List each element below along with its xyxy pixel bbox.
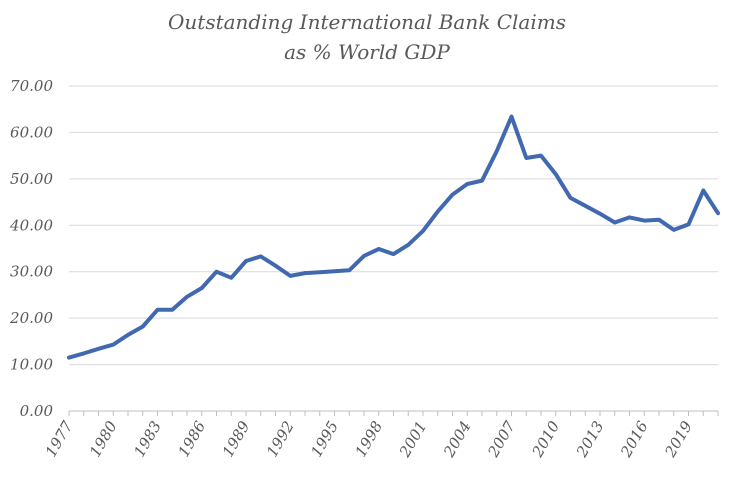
x-tick-label: 2001 [395,418,430,461]
data-point [244,259,248,263]
series-line-0 [67,114,720,360]
data-point [67,356,71,360]
data-point [377,247,381,251]
x-tick-label: 2019 [661,418,696,461]
data-point [539,154,543,158]
y-tick-label: 50.00 [10,170,53,188]
x-tick-label: 1995 [307,418,342,460]
data-point [716,211,720,215]
data-point [215,270,219,274]
data-point [318,270,322,274]
y-tick-label: 10.00 [10,356,53,374]
x-tick-label: 2004 [440,418,475,461]
data-point [687,222,691,226]
data-point [126,333,130,337]
data-point [259,254,263,258]
data-point [111,343,115,347]
data-point [628,215,632,219]
data-point [613,221,617,225]
x-tick-label: 1998 [352,418,387,460]
data-point [303,271,307,275]
data-point [141,325,145,329]
data-point [569,196,573,200]
data-point [274,264,278,268]
data-point [598,212,602,216]
data-point [97,347,101,351]
data-point [436,209,440,213]
data-point [347,268,351,272]
data-point [554,172,558,176]
x-tick-label: 1977 [42,418,77,460]
data-point [657,218,661,222]
y-tick-label: 60.00 [10,123,53,141]
data-point [451,193,455,197]
data-point [200,286,204,290]
chart-title-line-2: as % World GDP [284,40,450,64]
x-tick-label: 1992 [263,418,298,460]
x-tick-label: 2013 [572,418,607,461]
data-point [170,308,174,312]
data-point [495,149,499,153]
x-tick-label: 2007 [484,418,519,461]
x-tick-label: 1983 [130,418,165,460]
data-point [701,188,705,192]
x-tick-label: 1980 [86,418,121,460]
data-point [406,243,410,247]
data-point [392,252,396,256]
data-point [362,254,366,258]
y-tick-label: 70.00 [10,77,53,95]
data-point [480,179,484,183]
x-tick-label: 2016 [617,418,652,461]
data-point [421,229,425,233]
y-tick-label: 0.00 [20,402,54,420]
data-point [82,351,86,355]
data-point [185,295,189,299]
data-point [333,269,337,273]
x-tick-label: 1986 [175,418,210,460]
data-point [288,274,292,278]
data-point [465,182,469,186]
data-point [229,276,233,280]
data-point [524,156,528,160]
y-tick-label: 20.00 [9,309,53,327]
x-tick-label: 2010 [528,418,563,461]
y-tick-label: 40.00 [9,216,53,234]
chart-title-line-1: Outstanding International Bank Claims [168,10,566,34]
data-point [510,115,514,119]
x-tick-label: 1989 [219,418,254,460]
data-point [672,228,676,232]
data-point [642,219,646,223]
data-point [156,308,160,312]
data-point [583,204,587,208]
y-tick-label: 30.00 [10,263,53,281]
